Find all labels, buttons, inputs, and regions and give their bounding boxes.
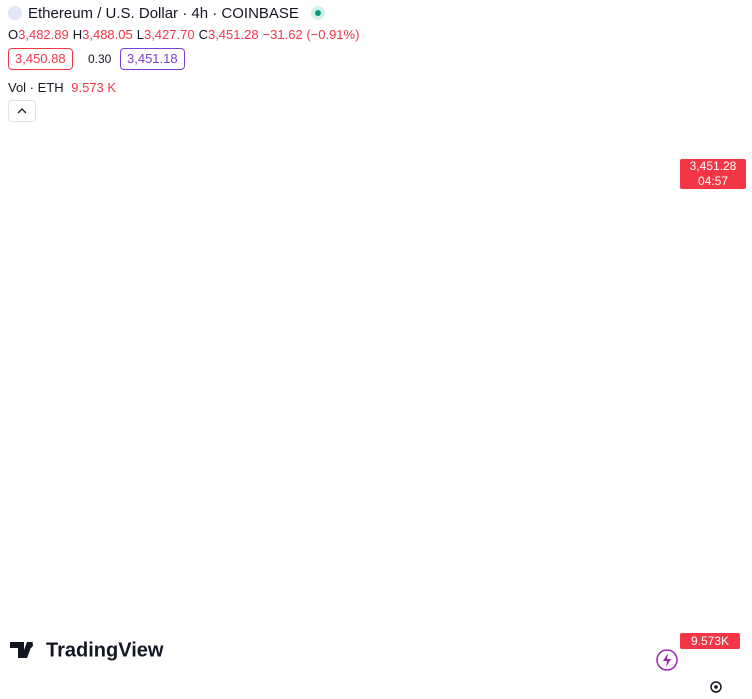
price-tag: 3,451.28 04:57 <box>680 159 746 189</box>
price-tag-countdown: 04:57 <box>697 174 729 188</box>
collapse-button[interactable] <box>8 100 36 122</box>
change: −31.62 (−0.91%) <box>262 27 360 42</box>
settings-button[interactable] <box>710 681 722 693</box>
ohlc-value: 3,451.28 <box>207 27 259 42</box>
volume-row: Vol · ETH 9.573 K <box>8 80 116 95</box>
ohlc-key: O <box>8 27 19 42</box>
lightning-button[interactable] <box>656 649 678 671</box>
symbol-title[interactable]: Ethereum / U.S. Dollar · 4h · COINBASE <box>28 5 299 22</box>
lightning-icon[interactable] <box>663 653 671 667</box>
volume-value: 9.573 K <box>71 80 117 95</box>
tradingview-logo: TradingView <box>10 639 164 661</box>
symbol-row: Ethereum / U.S. Dollar · 4h · COINBASE <box>8 5 326 22</box>
ohlc-row: O3,482.89 H3,488.05 L3,427.70 C3,451.28 −31.… <box>8 27 359 42</box>
bid-box[interactable]: 3,450.88 <box>8 48 73 70</box>
logo-text: TradingView <box>46 639 164 661</box>
ohlc-value: 3,427.70 <box>143 27 195 42</box>
ohlc-key: L <box>136 27 144 42</box>
ohlc-key: H <box>72 27 83 42</box>
settings-icon[interactable] <box>710 681 722 693</box>
spread: 0.30 <box>88 52 112 66</box>
eth-icon <box>8 6 22 20</box>
logo-dot <box>27 642 33 648</box>
settings-dot[interactable] <box>714 685 718 689</box>
ohlc-key: C <box>198 27 208 42</box>
ohlc-value: 3,482.89 <box>18 27 69 42</box>
volume-label: Vol · ETH <box>8 80 64 95</box>
volume-tag: 9.573K <box>680 633 740 649</box>
collapse-icon[interactable] <box>9 101 35 121</box>
market-status[interactable] <box>311 6 326 20</box>
ask-box[interactable]: 3,451.18 <box>120 48 185 70</box>
price-tag-price: 3,451.28 <box>689 159 737 173</box>
ohlc-value: 3,488.05 <box>82 27 133 42</box>
